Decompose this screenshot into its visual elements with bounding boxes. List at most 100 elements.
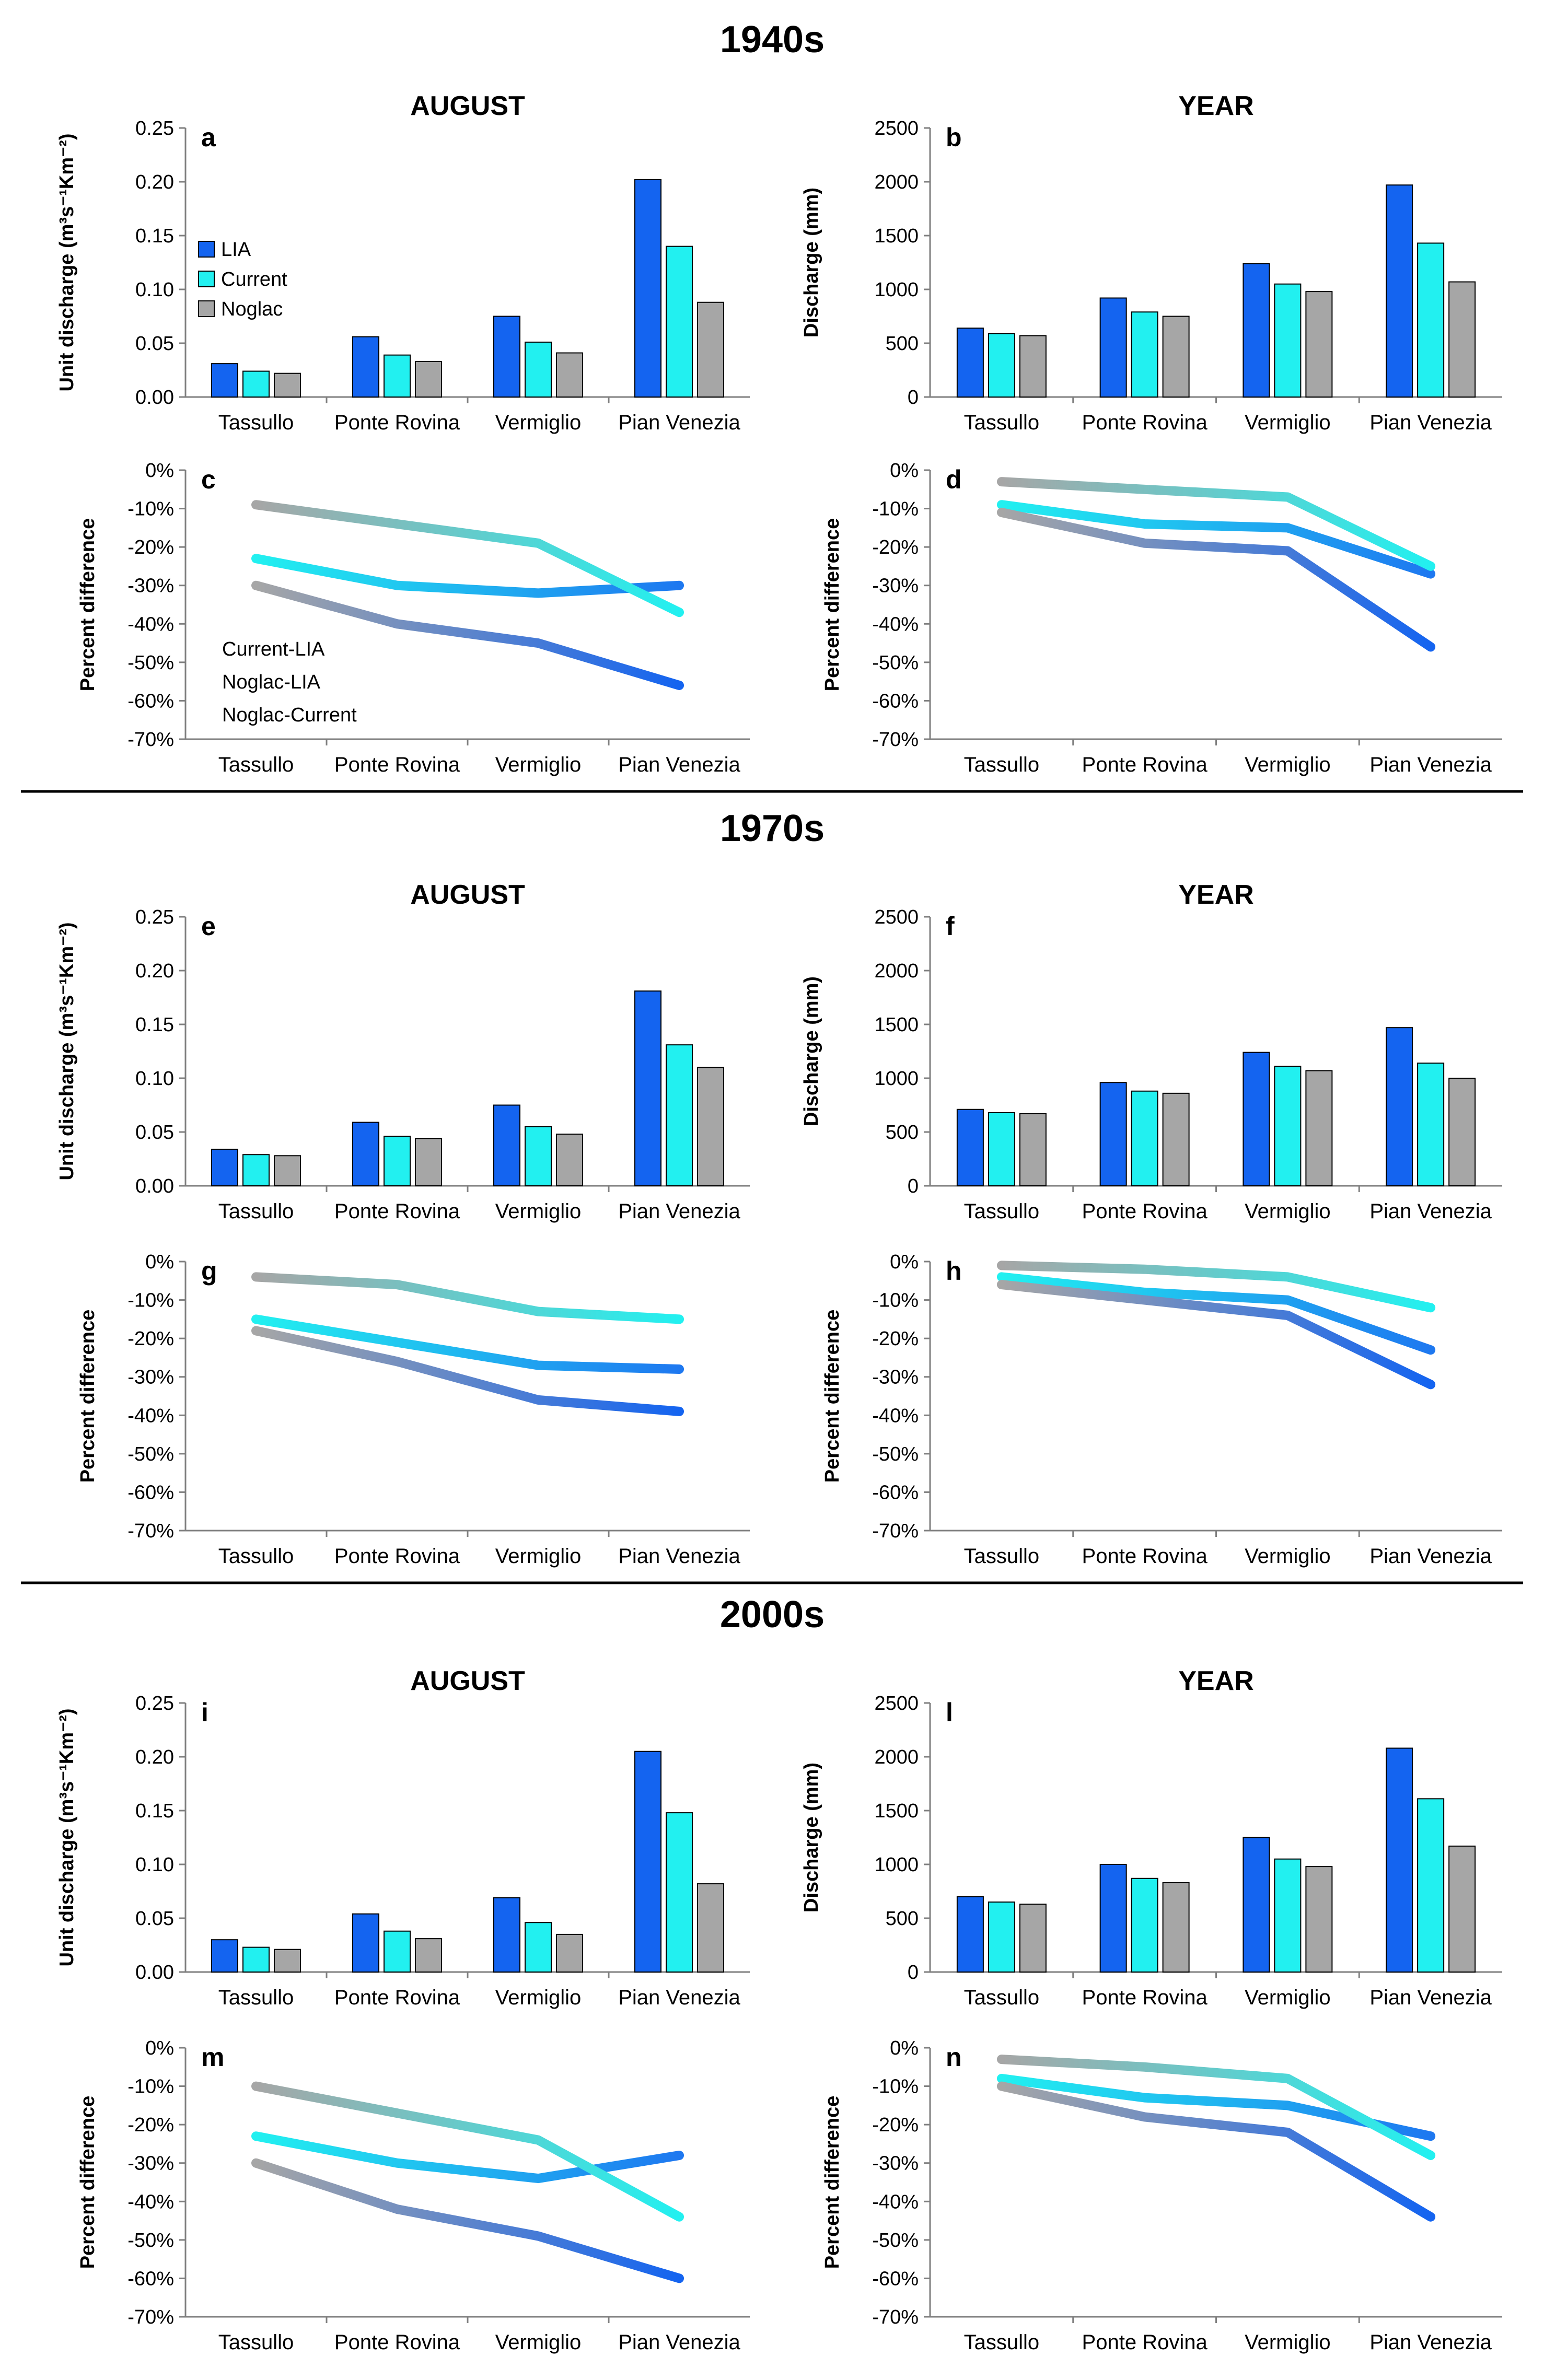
- x-tick-label: Tassullo: [964, 753, 1040, 776]
- y-tick-label: 0.10: [135, 1068, 174, 1090]
- y-tick-label: 0.00: [135, 1175, 174, 1197]
- line-chart-m: 0% -10% -20% -30% -40% -50% -60% -70% Tassullo Po…: [77, 2037, 750, 2354]
- bar-current-pian-venezia: [666, 246, 693, 398]
- bar-noglac-tassullo: [1019, 1904, 1047, 1973]
- bar-lia-vermiglio: [1243, 263, 1270, 398]
- bar-noglac-pian-venezia: [697, 301, 724, 398]
- y-tick-label: -70%: [127, 2306, 174, 2328]
- panel-letter: f: [946, 912, 955, 941]
- y-axis-label: Unit discharge (m³s⁻¹Km⁻²): [56, 1708, 78, 1966]
- y-axis-label: Unit discharge (m³s⁻¹Km⁻²): [56, 922, 78, 1180]
- y-axis-label: Discharge (mm): [800, 976, 822, 1126]
- y-tick-label: 1000: [874, 1068, 919, 1090]
- legend-label: Noglac-LIA: [222, 671, 321, 693]
- x-tick-label: Pian Venezia: [618, 1200, 740, 1223]
- x-tick-label: Vermiglio: [1245, 753, 1331, 776]
- section-title-2000s: 2000s: [720, 1594, 825, 1636]
- line-current-lia: [996, 1272, 1436, 1355]
- bar-noglac-tassullo: [274, 1949, 301, 1973]
- line-noglac-current: [996, 477, 1436, 571]
- y-tick-label: 2000: [874, 1746, 919, 1768]
- y-tick-label: 0.00: [135, 1962, 174, 1984]
- legend-swatch: [198, 300, 215, 317]
- bar-current-pian-venezia: [666, 1044, 693, 1186]
- bar-noglac-vermiglio: [1305, 1070, 1333, 1187]
- bar-lia-tassullo: [211, 363, 238, 398]
- y-axis-label: Unit discharge (m³s⁻¹Km⁻²): [56, 133, 78, 391]
- y-tick-label: -40%: [127, 613, 174, 635]
- y-tick-label: -10%: [127, 2076, 174, 2098]
- y-tick-label: 0.15: [135, 1800, 174, 1822]
- y-tick-label: 0.25: [135, 118, 174, 139]
- x-tick-label: Vermiglio: [495, 1545, 582, 1568]
- y-tick-label: 1500: [874, 1014, 919, 1036]
- y-tick-label: -20%: [127, 1328, 174, 1350]
- bar-noglac-ponte-rovina: [415, 1138, 442, 1187]
- x-tick-label: Pian Venezia: [1369, 2331, 1492, 2354]
- y-tick-label: -10%: [872, 498, 919, 520]
- chart-title: YEAR: [1178, 880, 1253, 910]
- y-tick-label: 1500: [874, 1800, 919, 1822]
- y-tick-label: 0%: [145, 2037, 174, 2059]
- bar-noglac-pian-venezia: [1448, 1845, 1476, 1973]
- bar-lia-tassullo: [956, 1109, 984, 1186]
- line-chart-g: 0% -10% -20% -30% -40% -50% -60% -70% Tassullo Po…: [77, 1251, 750, 1568]
- bar-current-pian-venezia: [1417, 1063, 1445, 1187]
- y-tick-label: -30%: [872, 575, 919, 597]
- bar-current-tassullo: [988, 1901, 1015, 1973]
- panels: AUGUST 0.00 0.05 0.10 0.15 0.20 0.25 Tassullo Po…: [56, 91, 1502, 2354]
- y-tick-label: -20%: [127, 2114, 174, 2136]
- x-tick-label: Vermiglio: [495, 1986, 582, 2009]
- chart-title: YEAR: [1178, 1666, 1253, 1696]
- x-tick-label: Tassullo: [218, 753, 294, 776]
- y-tick-label: 0.05: [135, 333, 174, 355]
- bar-current-pian-venezia: [1417, 1798, 1445, 1973]
- x-tick-label: Tassullo: [964, 1986, 1040, 2009]
- y-tick-label: -10%: [127, 1290, 174, 1312]
- y-tick-label: -60%: [127, 1481, 174, 1503]
- x-tick-label: Pian Venezia: [1369, 753, 1492, 776]
- x-tick-label: Ponte Rovina: [334, 753, 460, 776]
- y-tick-label: 0.25: [135, 1693, 174, 1714]
- bar-lia-vermiglio: [493, 1897, 520, 1973]
- y-tick-label: 0.10: [135, 1854, 174, 1876]
- y-tick-label: -50%: [127, 652, 174, 674]
- bar-chart-i: AUGUST 0.00 0.05 0.10 0.15 0.20 0.25 Tassullo Po…: [56, 1666, 750, 2009]
- y-tick-label: -60%: [872, 2268, 919, 2290]
- x-tick-label: Pian Venezia: [1369, 1545, 1492, 1568]
- bar-lia-tassullo: [211, 1148, 238, 1186]
- y-tick-label: -30%: [872, 1367, 919, 1389]
- line-chart-d: 0% -10% -20% -30% -40% -50% -60% -70% Tassullo Po…: [821, 460, 1502, 776]
- line-current-lia: [996, 500, 1436, 579]
- line-current-lia: [251, 2131, 684, 2184]
- legend-label: Noglac: [221, 298, 283, 320]
- y-tick-label: -30%: [127, 575, 174, 597]
- y-tick-label: -70%: [127, 729, 174, 751]
- bar-lia-tassullo: [956, 328, 984, 398]
- y-tick-label: 2000: [874, 960, 919, 982]
- y-tick-label: -40%: [872, 1405, 919, 1427]
- x-tick-label: Tassullo: [964, 1200, 1040, 1223]
- bar-lia-pian-venezia: [1386, 1027, 1413, 1187]
- y-tick-label: 0%: [890, 1251, 919, 1273]
- y-tick-label: -60%: [127, 2268, 174, 2290]
- y-tick-label: -40%: [127, 2191, 174, 2213]
- line-legend: Current-LIA Noglac-LIA Noglac-Current: [187, 638, 357, 726]
- bar-current-ponte-rovina: [384, 1930, 411, 1973]
- y-axis-label: Percent difference: [821, 1310, 843, 1483]
- bar-noglac-vermiglio: [1305, 291, 1333, 398]
- x-tick-label: Tassullo: [218, 411, 294, 434]
- x-tick-label: Vermiglio: [495, 2331, 582, 2354]
- bar-noglac-pian-venezia: [1448, 1078, 1476, 1186]
- line-noglac-lia: [251, 2158, 684, 2283]
- x-tick-label: Vermiglio: [1245, 1200, 1331, 1223]
- panel-letter: n: [946, 2043, 962, 2072]
- bar-lia-vermiglio: [493, 1104, 520, 1186]
- bar-lia-tassullo: [956, 1896, 984, 1973]
- x-tick-label: Vermiglio: [1245, 1986, 1331, 2009]
- line-noglac-current: [251, 1272, 684, 1324]
- y-tick-label: 2500: [874, 1693, 919, 1714]
- y-axis-label: Percent difference: [821, 2096, 843, 2269]
- x-tick-label: Pian Venezia: [618, 1986, 740, 2009]
- bar-noglac-tassullo: [274, 1155, 301, 1187]
